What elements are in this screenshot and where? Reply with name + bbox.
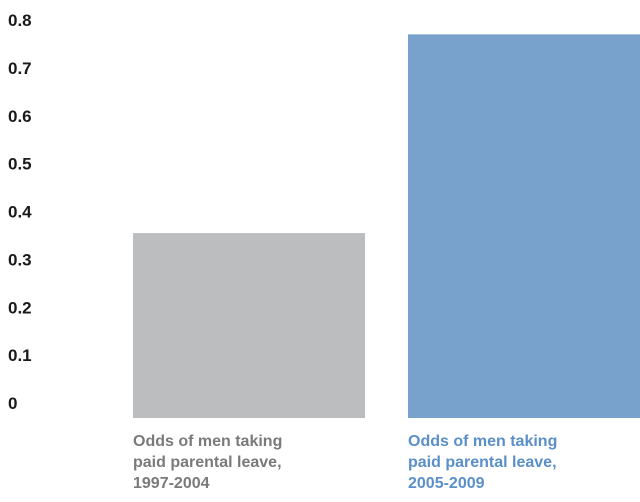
category-label: Odds of men taking [408,433,557,450]
y-tick-label: 0.8 [8,11,32,30]
y-tick-label: 0.6 [8,107,32,126]
category-label: paid parental leave, [133,454,282,471]
y-tick-label: 0.4 [8,203,32,222]
y-tick-label: 0.3 [8,250,32,269]
bar-2 [408,34,640,419]
y-tick-label: 0.5 [8,155,32,174]
category-label: paid parental leave, [408,454,557,471]
category-label: Odds of men taking [133,433,282,450]
category-label: 1997-2004 [133,475,210,492]
bars-group [133,34,640,419]
x-axis-labels: Odds of men taking paid parental leave, 19… [133,433,557,492]
y-tick-label: 0.7 [8,59,32,78]
y-axis: 0 0.1 0.2 0.3 0.4 0.5 0.6 0.7 0.8 [8,11,32,413]
y-tick-label: 0.2 [8,298,32,317]
category-label: 2005-2009 [408,475,485,492]
y-tick-label: 0 [8,394,17,413]
y-tick-label: 0.1 [8,346,32,365]
bar-1 [133,233,365,418]
